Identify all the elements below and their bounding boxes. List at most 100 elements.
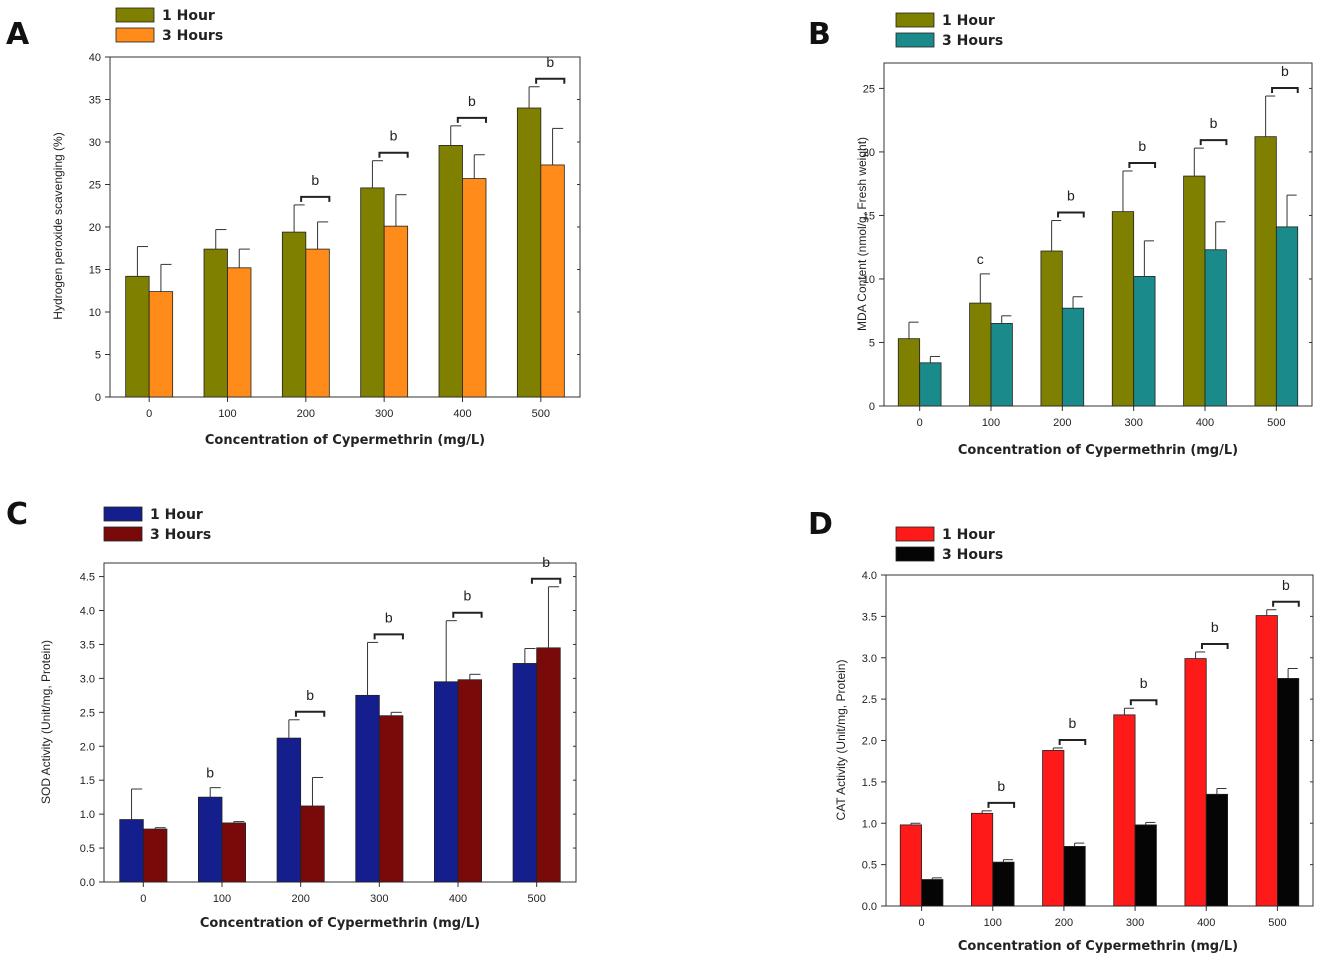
y-tick-label: 3.5 [862, 611, 877, 623]
bar[interactable] [1040, 250, 1063, 407]
significance-bracket [1199, 139, 1228, 146]
bar[interactable] [1111, 211, 1135, 407]
bar[interactable] [1042, 750, 1065, 907]
significance-label: b [1069, 715, 1077, 731]
bar[interactable] [383, 225, 409, 398]
bar[interactable] [971, 812, 994, 907]
y-tick-label: 3.0 [862, 653, 877, 665]
significance-bracket [1200, 642, 1229, 649]
x-tick-label: 500 [532, 408, 550, 420]
bar[interactable] [1184, 658, 1207, 907]
bar[interactable] [438, 144, 463, 398]
y-axis-title: SOD Activity (Unit/mg, Protein) [39, 640, 53, 804]
bar[interactable] [355, 694, 380, 883]
bar[interactable] [197, 796, 223, 883]
bar[interactable] [992, 861, 1015, 907]
bar[interactable] [1063, 846, 1086, 907]
y-tick-label: 15 [89, 265, 101, 277]
x-tick-label: 0 [140, 893, 146, 905]
x-tick-label: 400 [1196, 417, 1214, 429]
bar[interactable] [300, 805, 325, 883]
bar[interactable] [1134, 824, 1157, 907]
y-tick-label: 3.5 [80, 639, 95, 651]
bar[interactable] [1277, 678, 1300, 907]
panel-letter: B [808, 17, 831, 52]
significance-label: b [311, 172, 319, 188]
bar[interactable] [125, 275, 150, 398]
bar[interactable] [433, 681, 459, 883]
bar[interactable] [1113, 714, 1136, 907]
bar[interactable] [221, 822, 247, 883]
bar[interactable] [276, 737, 302, 883]
y-tick-label: 0.5 [862, 860, 877, 872]
significance-bracket [1129, 699, 1158, 706]
y-tick-label: 0 [95, 392, 101, 404]
significance-label: b [1211, 619, 1219, 635]
x-tick-label: 200 [291, 893, 309, 905]
y-tick-label: 10 [863, 274, 875, 286]
bar[interactable] [148, 291, 174, 398]
bar[interactable] [990, 323, 1013, 407]
significance-bracket [378, 151, 409, 158]
bar[interactable] [1061, 307, 1085, 407]
significance-label: b [206, 765, 214, 781]
x-tick-label: 200 [1055, 917, 1073, 929]
x-tick-label: 0 [146, 408, 152, 420]
x-tick-label: 100 [984, 917, 1002, 929]
bar[interactable] [119, 819, 144, 883]
legend-label: 1 Hour [162, 8, 215, 24]
plot-frame [885, 574, 1314, 907]
y-tick-label: 5 [869, 337, 875, 349]
y-tick-label: 3.0 [80, 673, 95, 685]
bar[interactable] [516, 107, 542, 398]
bar[interactable] [536, 647, 561, 883]
bar[interactable] [1183, 175, 1206, 407]
bar[interactable] [1133, 276, 1156, 407]
x-tick-label: 100 [982, 417, 1000, 429]
y-tick-label: 4.0 [80, 606, 95, 618]
bar[interactable] [897, 338, 921, 407]
y-axis-title: MDA Content (nmol/g, Fresh weight) [855, 137, 869, 331]
bar[interactable] [1204, 249, 1227, 407]
bar[interactable] [360, 187, 385, 398]
x-axis-title: Concentration of Cypermethrin (mg/L) [958, 443, 1238, 458]
x-tick-label: 400 [1197, 917, 1215, 929]
significance-bracket [456, 116, 487, 123]
bar[interactable] [969, 302, 992, 407]
bar[interactable] [305, 248, 330, 398]
bar[interactable] [921, 879, 944, 907]
legend-label: 3 Hours [942, 33, 1003, 49]
bar[interactable] [1275, 226, 1299, 407]
bar[interactable] [457, 679, 483, 883]
bar[interactable] [378, 715, 404, 883]
y-tick-label: 20 [863, 147, 875, 159]
bar[interactable] [899, 824, 922, 907]
significance-bracket [1271, 87, 1299, 94]
x-tick-label: 200 [297, 408, 315, 420]
y-tick-label: 0.5 [80, 843, 95, 855]
bar[interactable] [512, 663, 538, 883]
legend-label: 3 Hours [162, 28, 223, 44]
panel-b: B 0 5 10 15 20 25 0 100 200 300 400 500 c b b b b Concent… [808, 12, 1313, 458]
significance-bracket [1057, 211, 1085, 218]
y-tick-label: 1.0 [80, 809, 95, 821]
significance-label: b [1282, 577, 1290, 593]
bar[interactable] [462, 178, 487, 398]
significance-label: c [977, 251, 984, 267]
bar[interactable] [1205, 793, 1229, 907]
legend-swatch [895, 526, 935, 542]
bar[interactable] [203, 248, 228, 398]
bar[interactable] [1254, 136, 1277, 407]
y-tick-label: 30 [89, 137, 101, 149]
bar[interactable] [1255, 615, 1278, 907]
plot-frame [109, 56, 581, 398]
legend-label: 1 Hour [942, 527, 995, 543]
legend-swatch [103, 526, 143, 542]
bar[interactable] [227, 267, 252, 398]
bar[interactable] [540, 164, 565, 398]
bar[interactable] [919, 362, 942, 407]
x-tick-label: 400 [453, 408, 471, 420]
x-tick-label: 0 [917, 417, 923, 429]
bar[interactable] [281, 231, 307, 398]
bar[interactable] [142, 828, 168, 883]
